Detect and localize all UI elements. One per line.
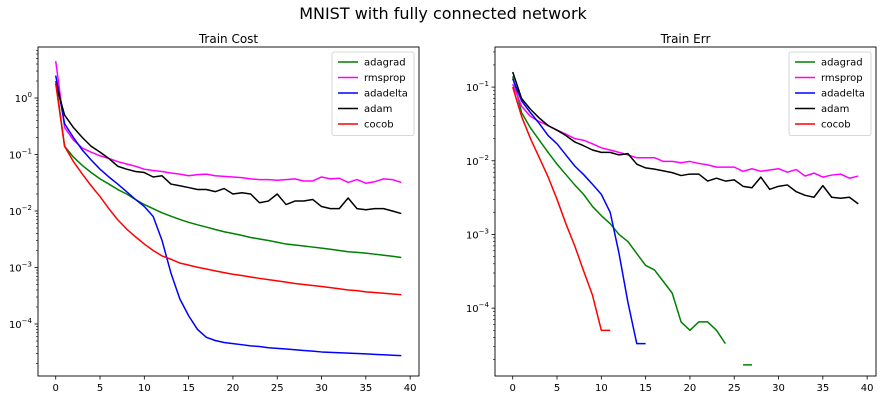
x-tick-label: 40 [404,383,417,394]
legend: adagrad rmsprop adadelta adam cocob [788,51,872,136]
y-tick-label: 10−1 [466,80,489,94]
x-tick-label: 5 [554,383,560,394]
series-line-adadelta [512,78,646,345]
series-line-cocob [54,83,402,296]
legend-label-cocob: cocob [364,120,394,131]
y-tick-label: 10−4 [9,317,33,331]
y-tick-label: 10−2 [9,204,32,218]
x-tick-label: 30 [772,383,785,394]
x-tick-label: 35 [359,383,372,394]
legend-label-adagrad: adagrad [364,58,406,69]
x-tick-label: 25 [271,383,284,394]
x-tick-label: 0 [53,383,59,394]
series-line-adadelta [54,75,402,357]
y-tick-label: 10−3 [9,260,32,274]
series-line-adagrad [511,76,752,366]
chart-title: Train Cost [198,32,259,46]
x-tick-label: 40 [861,383,874,394]
legend-box [331,51,415,136]
chart-title: Train Err [660,32,711,46]
legend-label-cocob: cocob [821,120,851,131]
legend-box [788,51,872,136]
series-line-rmsprop [512,83,859,179]
x-tick-label: 5 [97,383,103,394]
x-tick-label: 10 [138,383,151,394]
y-tick-label: 100 [15,91,32,105]
series-line-adam [54,83,402,215]
series-line-rmsprop [54,61,402,184]
x-tick-label: 0 [510,383,516,394]
axes-frame [494,46,877,377]
series-line-adagrad [54,80,402,259]
figure-title: MNIST with fully connected network [299,4,587,23]
legend-label-rmsprop: rmsprop [821,73,863,84]
legend-label-adam: adam [364,104,392,115]
series-line-adam [512,71,859,205]
x-tick-label: 10 [595,383,608,394]
y-tick-label: 10−1 [9,148,32,162]
x-tick-label: 15 [182,383,195,394]
legend-label-rmsprop: rmsprop [364,73,406,84]
chart-panel-2: Train Err 0 5 10 15 20 25 30 35 40 10−4 10−3 10−2 10−… [466,32,877,394]
x-tick-label: 20 [227,383,240,394]
y-tick-label: 10−4 [466,301,490,315]
x-tick-label: 20 [684,383,697,394]
y-tick-label: 10−3 [466,227,489,241]
series-line-cocob [512,86,611,332]
y-tick-label: 10−2 [466,154,489,168]
legend-label-adagrad: adagrad [821,58,863,69]
x-tick-label: 30 [315,383,328,394]
x-tick-label: 15 [639,383,652,394]
x-tick-label: 25 [728,383,741,394]
legend-label-adam: adam [821,104,849,115]
chart-panel-1: Train Cost 0 5 10 15 20 25 30 35 40 10−4 10−3 10−2 10… [9,32,420,394]
x-tick-label: 35 [816,383,829,394]
legend-label-adadelta: adadelta [821,89,865,100]
legend-label-adadelta: adadelta [364,89,408,100]
legend: adagrad rmsprop adadelta adam cocob [331,51,415,136]
axes-frame [37,46,420,377]
